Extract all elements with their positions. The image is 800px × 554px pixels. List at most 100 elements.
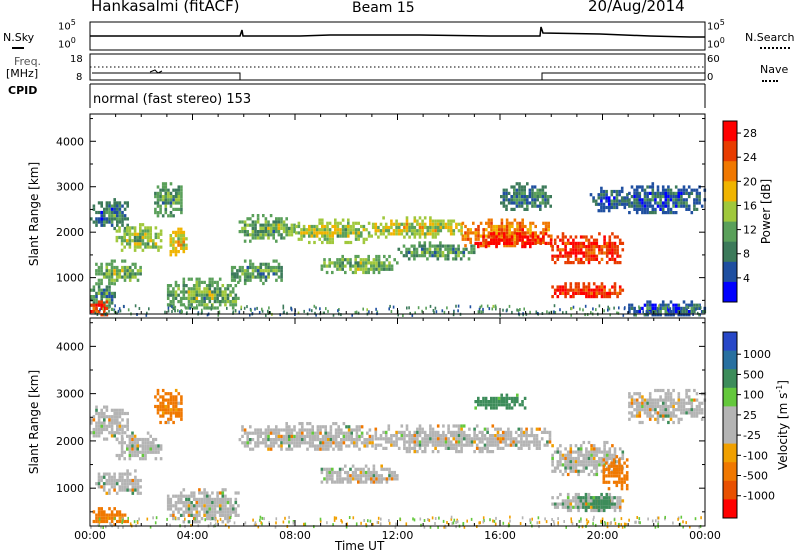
heatmap-cell [442, 443, 445, 447]
heatmap-cell [121, 220, 124, 224]
heatmap-cell [231, 303, 235, 307]
heatmap-cell [608, 291, 612, 295]
heatmap-cell [500, 393, 503, 397]
heatmap-cell [141, 229, 145, 233]
heatmap-cell [603, 295, 606, 299]
heatmap-cell [359, 477, 363, 481]
heatmap-cell [195, 306, 199, 310]
heatmap-cell [126, 488, 129, 492]
heatmap-cell [314, 311, 316, 315]
heatmap-cell [664, 198, 668, 202]
heatmap-cell [90, 303, 93, 307]
heatmap-cell [121, 217, 124, 221]
heatmap-cell [159, 198, 162, 202]
heatmap-cell [385, 258, 389, 262]
heatmap-cell [328, 470, 331, 475]
heatmap-region [238, 422, 374, 451]
heatmap-cell [635, 398, 639, 402]
heatmap-cell [482, 396, 485, 400]
heatmap-cell [126, 272, 129, 276]
heatmap-cell [590, 460, 593, 464]
heatmap-cell [464, 224, 467, 229]
heatmap-cell [259, 434, 262, 438]
heatmap-cell [643, 401, 647, 405]
heatmap-cell [179, 491, 183, 495]
heatmap-cell [503, 244, 506, 248]
heatmap-cell [177, 195, 181, 199]
heatmap-cell [685, 313, 688, 317]
heatmap-cell [608, 238, 612, 242]
heatmap-cell [654, 191, 657, 195]
heatmap-cell [192, 494, 196, 498]
heatmap-cell [572, 251, 575, 255]
heatmap-cell [520, 204, 524, 208]
heatmap-cell [113, 272, 116, 276]
heatmap-cell [556, 295, 560, 299]
heatmap-cell [635, 201, 639, 205]
heatmap-cell [113, 488, 116, 492]
heatmap-cell [388, 254, 391, 259]
heatmap-cell [623, 477, 626, 481]
heatmap-cell [243, 431, 247, 435]
heatmap-cell [364, 464, 368, 468]
heatmap-cell [233, 272, 237, 276]
heatmap-cell [680, 398, 683, 402]
heatmap-cell [231, 504, 235, 508]
heatmap-cell [259, 236, 262, 240]
heatmap-cell [689, 525, 691, 529]
heatmap-cell [370, 470, 373, 475]
heatmap-cell [595, 463, 599, 467]
heatmap-cell [110, 220, 114, 224]
heatmap-cell [484, 241, 488, 245]
heatmap-cell [477, 228, 480, 232]
heatmap-cell [262, 269, 265, 273]
heatmap-cell [319, 438, 322, 442]
heatmap-cell [122, 518, 124, 522]
heatmap-cell [324, 447, 327, 451]
heatmap-cell [154, 242, 158, 246]
heatmap-cell [321, 221, 324, 225]
heatmap-cell [164, 201, 168, 205]
heatmap-cell [331, 270, 334, 275]
heatmap-cell [177, 287, 180, 291]
heatmap-cell [405, 450, 409, 454]
heatmap-cell [97, 303, 101, 307]
heatmap-cell [251, 431, 255, 435]
heatmap-region [166, 488, 240, 524]
heatmap-cell [319, 428, 322, 432]
heatmap-cell [231, 510, 235, 514]
heatmap-cell [638, 195, 642, 199]
heatmap-cell [246, 431, 249, 435]
heatmap-cell [400, 222, 404, 226]
heatmap-cell [200, 296, 204, 300]
heatmap-cell [610, 199, 614, 203]
heatmap-cell [154, 444, 158, 448]
heatmap-cell [97, 475, 101, 479]
heatmap-cell [429, 229, 432, 233]
heatmap-cell [195, 510, 199, 514]
heatmap-cell [344, 258, 347, 262]
heatmap-cell [615, 455, 619, 459]
heatmap-cell [523, 198, 526, 202]
heatmap-cell [526, 241, 529, 245]
top-panels [89, 21, 706, 108]
heatmap-cell [126, 469, 129, 473]
heatmap-cell [654, 195, 657, 199]
heatmap-cell [416, 430, 419, 434]
heatmap-cell [364, 261, 368, 265]
heatmap-cell [329, 438, 333, 442]
heatmap-cell [354, 264, 357, 268]
heatmap-cell [535, 427, 539, 431]
heatmap-cell [595, 238, 599, 242]
heatmap-cell [659, 198, 662, 202]
heatmap-cell [354, 470, 357, 475]
heatmap-cell [556, 496, 560, 500]
heatmap-cell [491, 437, 495, 441]
heatmap-cell [526, 182, 529, 186]
heatmap-cell [677, 398, 681, 402]
heatmap-cell [256, 434, 260, 438]
heatmap-cell [331, 240, 334, 245]
heatmap-cell [429, 434, 432, 438]
heatmap-cell [551, 456, 554, 461]
heatmap-cell [523, 245, 527, 249]
